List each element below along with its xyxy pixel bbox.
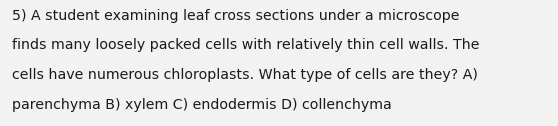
Text: finds many loosely packed cells with relatively thin cell walls. The: finds many loosely packed cells with rel… <box>12 38 480 52</box>
Text: cells have numerous chloroplasts. What type of cells are they? A): cells have numerous chloroplasts. What t… <box>12 68 478 82</box>
Text: parenchyma B) xylem C) endodermis D) collenchyma: parenchyma B) xylem C) endodermis D) col… <box>12 98 392 112</box>
Text: 5) A student examining leaf cross sections under a microscope: 5) A student examining leaf cross sectio… <box>12 9 460 23</box>
